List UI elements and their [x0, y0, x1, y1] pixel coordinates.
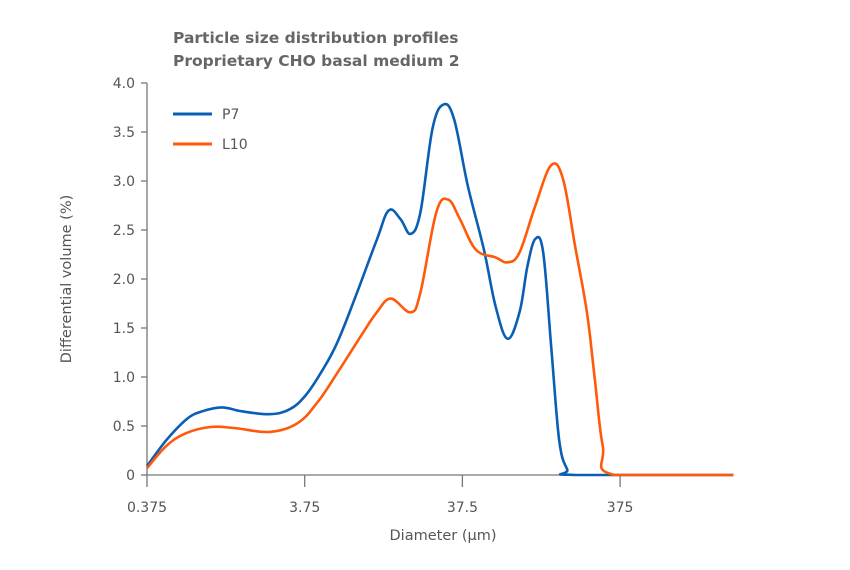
y-tick-label: 2.0	[113, 272, 135, 288]
x-axis-title: Diameter (µm)	[390, 528, 497, 544]
y-tick-label: 3.5	[113, 125, 135, 141]
chart-title: Particle size distribution profiles	[173, 29, 459, 47]
y-tick-label: 0.5	[113, 419, 135, 435]
x-tick-label: 37.5	[447, 500, 478, 516]
x-tick-label: 3.75	[289, 500, 320, 516]
x-tick-label: 375	[607, 500, 634, 516]
y-tick-label: 4.0	[113, 76, 135, 92]
chart-subtitle: Proprietary CHO basal medium 2	[173, 52, 460, 70]
y-tick-label: 1.0	[113, 370, 135, 386]
y-tick-label: 3.0	[113, 174, 135, 190]
legend: P7 L10	[173, 107, 248, 153]
series-line-l10	[146, 162, 734, 477]
y-tick-label: 1.5	[113, 321, 135, 337]
y-tick-label: 2.5	[113, 223, 135, 239]
series-lines	[145, 102, 734, 477]
legend-label-l10: L10	[222, 137, 248, 153]
y-tick-label: 0	[126, 468, 135, 484]
axes: 0 0.5 1.0 1.5 2.0 2.5 3.0 3.5 4.0 0.375 3.75 37.5 37…	[113, 76, 734, 516]
legend-label-p7: P7	[222, 107, 239, 123]
x-tick-label: 0.375	[127, 500, 167, 516]
y-axis-title: Differential volume (%)	[59, 195, 75, 364]
series-line-p7	[145, 102, 734, 477]
